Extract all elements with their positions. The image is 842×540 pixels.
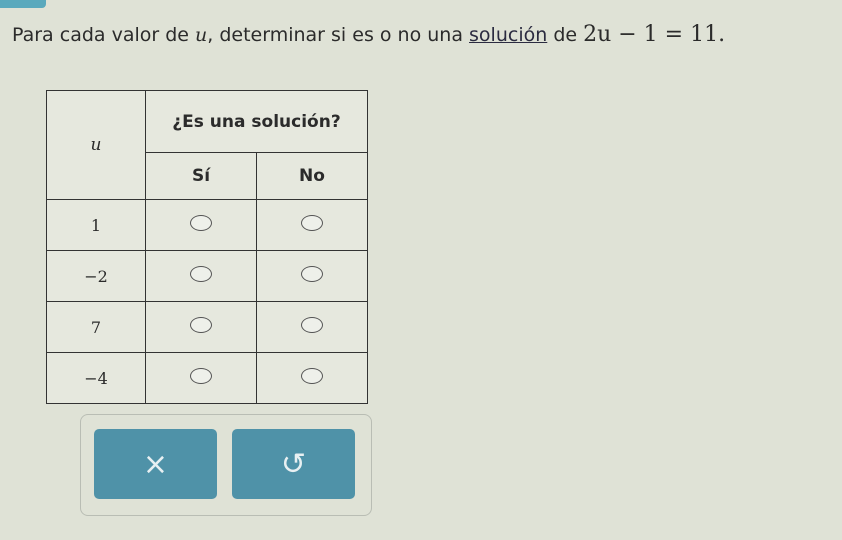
yes-radio[interactable] bbox=[190, 265, 212, 282]
answer-table: u ¿Es una solución? Sí No 1 −2 7 −4 bbox=[46, 90, 368, 404]
close-icon: × bbox=[142, 446, 169, 482]
table-row: 1 bbox=[46, 199, 368, 251]
equation: 2u − 1 = 11. bbox=[583, 22, 726, 47]
undo-icon: ↺ bbox=[280, 446, 307, 482]
no-radio[interactable] bbox=[301, 265, 323, 282]
question-middle: , determinar si es o no una bbox=[207, 24, 470, 46]
table-row: −2 bbox=[46, 250, 368, 302]
question-variable: u bbox=[195, 24, 208, 46]
table-row: 7 bbox=[46, 301, 368, 353]
u-value: 1 bbox=[46, 199, 146, 251]
question-prefix: Para cada valor de bbox=[12, 24, 196, 46]
yes-radio[interactable] bbox=[190, 367, 212, 384]
u-value: −4 bbox=[46, 352, 146, 404]
no-radio[interactable] bbox=[301, 367, 323, 384]
u-value: 7 bbox=[46, 301, 146, 353]
undo-button[interactable]: ↺ bbox=[232, 429, 355, 499]
yes-header: Sí bbox=[145, 152, 257, 200]
variable-header: u bbox=[46, 90, 146, 200]
yes-radio[interactable] bbox=[190, 214, 212, 231]
question-suffix: de bbox=[547, 24, 578, 46]
yes-radio[interactable] bbox=[190, 316, 212, 333]
top-bar bbox=[0, 0, 46, 8]
clear-button[interactable]: × bbox=[94, 429, 217, 499]
no-radio[interactable] bbox=[301, 316, 323, 333]
no-header: No bbox=[256, 152, 368, 200]
u-value: −2 bbox=[46, 250, 146, 302]
solution-header: ¿Es una solución? bbox=[145, 90, 368, 153]
action-panel: × ↺ bbox=[80, 414, 372, 516]
no-radio[interactable] bbox=[301, 214, 323, 231]
solution-link[interactable]: solución bbox=[469, 24, 548, 46]
table-row: −4 bbox=[46, 352, 368, 404]
question-text: Para cada valor de u, determinar si es o… bbox=[12, 22, 725, 47]
